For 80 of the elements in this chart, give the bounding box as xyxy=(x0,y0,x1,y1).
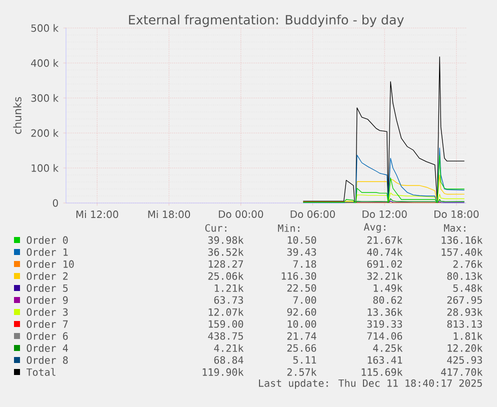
text: 128.27 xyxy=(208,260,243,268)
text: 63.73 xyxy=(214,296,243,304)
x-tick-label: Mi 12:00 xyxy=(76,210,118,218)
text: Min: xyxy=(278,224,300,232)
text: 12.07k xyxy=(208,308,244,316)
x-tick-label: Do 00:00 xyxy=(218,210,264,218)
legend-label: Order 7 xyxy=(26,320,68,328)
legend-label: Order 6 xyxy=(26,332,68,340)
text: 39.43 xyxy=(287,248,316,256)
y-tick-label: 200 k xyxy=(31,129,59,137)
y-tick-label: 0 xyxy=(52,199,58,207)
y-tick-label: 400 k xyxy=(31,59,59,67)
y-tick-label: 500 k xyxy=(31,24,59,32)
text: 80.13k xyxy=(447,272,483,280)
text: Avg: xyxy=(364,223,386,233)
text: 136.16k xyxy=(442,236,483,244)
legend-label: Order 0 xyxy=(26,236,68,244)
text: 425.93 xyxy=(447,356,482,364)
text: 5.48k xyxy=(453,284,483,292)
text: 714.06 xyxy=(367,332,402,340)
text: 4.25k xyxy=(373,344,403,352)
text: 691.02 xyxy=(367,260,402,268)
text: 7.18 xyxy=(293,260,316,268)
text: 36.52k xyxy=(208,248,244,256)
text: 157.40k xyxy=(442,248,483,256)
legend-label: Order 2 xyxy=(26,272,68,280)
chart-title: External fragmentation: Buddyinfo - by day xyxy=(129,14,404,27)
text: 10.50 xyxy=(288,236,316,244)
text: 417.70k xyxy=(441,368,483,376)
text: 32.21k xyxy=(367,272,403,280)
legend-label: Order 10 xyxy=(26,260,74,268)
x-tick-label: Do 12:00 xyxy=(362,210,407,218)
text: 68.84 xyxy=(214,356,244,364)
legend-label: Total xyxy=(26,368,56,376)
text: 21.67k xyxy=(367,236,403,244)
text: 1.81k xyxy=(454,332,483,340)
x-tick-label: Mi 18:00 xyxy=(148,210,190,218)
text: 25.06k xyxy=(208,272,244,280)
text: 116.30 xyxy=(282,272,316,280)
text: 267.95 xyxy=(447,296,482,304)
text: 28.93k xyxy=(447,308,483,316)
text: 10.00 xyxy=(288,320,316,328)
text: 1.49k xyxy=(374,284,403,292)
text: 115.69k xyxy=(362,368,403,376)
text: 2.57k xyxy=(287,368,317,376)
text: 5.11 xyxy=(293,356,316,364)
text: Last update: Thu Dec 11 18:40:17 2025 xyxy=(259,379,482,389)
legend-label: Order 5 xyxy=(26,284,68,292)
text: 2.76k xyxy=(453,260,483,268)
text: Max: xyxy=(444,224,466,232)
x-tick-label: Do 18:00 xyxy=(434,210,479,218)
y-tick-label: 300 k xyxy=(31,94,59,102)
text: 40.74k xyxy=(367,248,403,256)
text: 438.75 xyxy=(208,332,243,340)
legend-label: Order 9 xyxy=(26,296,68,304)
text: 25.66 xyxy=(287,344,316,352)
line-series xyxy=(302,56,465,202)
legend-label: Order 4 xyxy=(26,344,68,352)
text: 21.74 xyxy=(287,332,316,340)
text: 319.33 xyxy=(367,320,402,328)
legend-label: Order 1 xyxy=(26,248,68,256)
text: 92.60 xyxy=(287,308,316,316)
text: 80.62 xyxy=(373,296,402,304)
text: 4.21k xyxy=(214,344,244,352)
text: 22.50 xyxy=(287,284,316,292)
text: 1.21k xyxy=(214,284,244,292)
text: Cur: xyxy=(205,224,226,232)
text: 13.36k xyxy=(368,308,403,316)
text: 159.00 xyxy=(208,320,244,328)
text: 813.13 xyxy=(447,320,482,328)
legend-label: Order 8 xyxy=(26,356,68,364)
text: 7.00 xyxy=(293,296,316,304)
legend-label: Order 3 xyxy=(26,308,68,316)
y-axis-title: chunks xyxy=(13,97,22,134)
text: 119.90k xyxy=(202,368,244,376)
x-tick-label: Do 06:00 xyxy=(290,210,335,218)
text: 163.41 xyxy=(368,356,402,364)
text: 39.98k xyxy=(208,236,244,244)
text: 12.20k xyxy=(448,344,483,352)
y-tick-label: 100 k xyxy=(32,164,59,172)
